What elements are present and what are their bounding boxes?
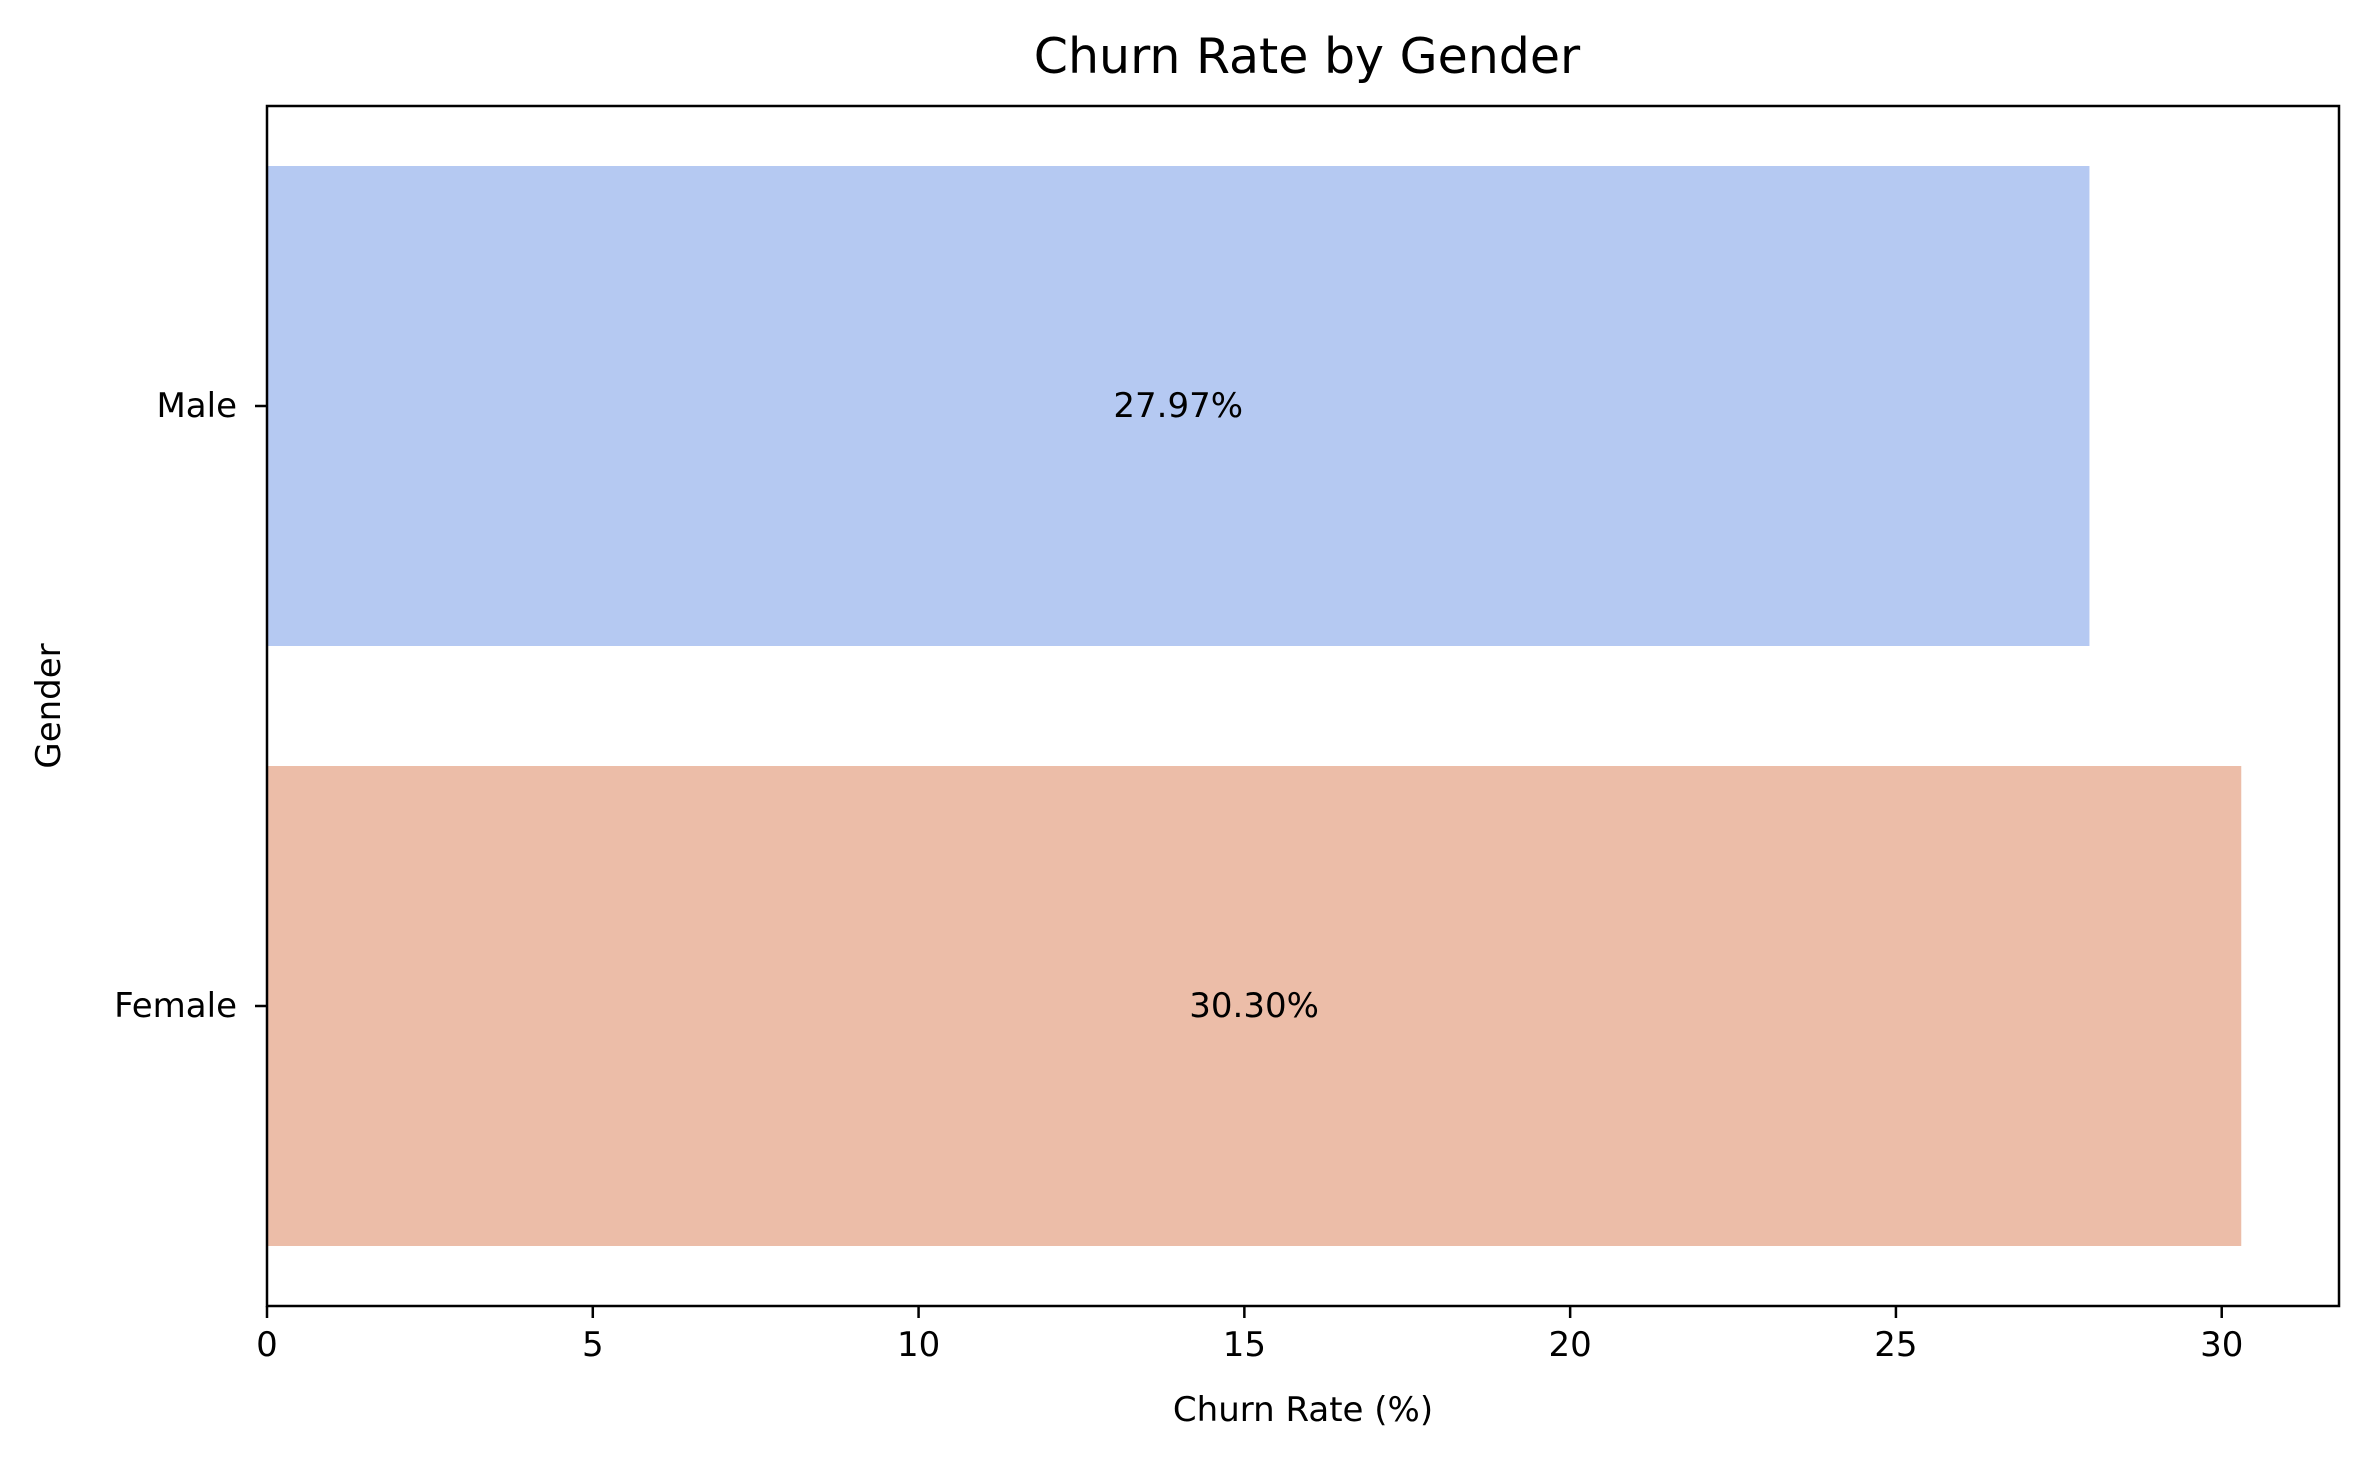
x-tick-label-30: 30 xyxy=(2200,1325,2243,1365)
data-labels-group: 27.97% 30.30% xyxy=(1113,386,1319,1026)
x-tick-label-25: 25 xyxy=(1874,1325,1917,1365)
y-tick-label-male: Male xyxy=(156,386,237,426)
x-axis-label: Churn Rate (%) xyxy=(1173,1390,1433,1430)
x-axis-ticks: 0 5 10 15 20 25 30 xyxy=(256,1306,2243,1365)
plot-frame xyxy=(265,104,2341,1308)
bar-female xyxy=(267,766,2242,1246)
y-tick-label-female: Female xyxy=(114,986,237,1026)
x-tick-label-20: 20 xyxy=(1549,1325,1592,1365)
data-label-female: 30.30% xyxy=(1189,986,1319,1026)
chart-title: Churn Rate by Gender xyxy=(1034,28,1581,85)
x-tick-label-0: 0 xyxy=(256,1325,278,1365)
y-axis-label: Gender xyxy=(29,643,69,768)
bar-male xyxy=(267,166,2090,646)
x-tick-label-10: 10 xyxy=(897,1325,940,1365)
y-axis-ticks: Male Female xyxy=(114,386,267,1026)
bars-group xyxy=(267,166,2242,1246)
data-label-male: 27.97% xyxy=(1113,386,1243,426)
x-tick-label-5: 5 xyxy=(582,1325,604,1365)
x-tick-label-15: 15 xyxy=(1223,1325,1266,1365)
